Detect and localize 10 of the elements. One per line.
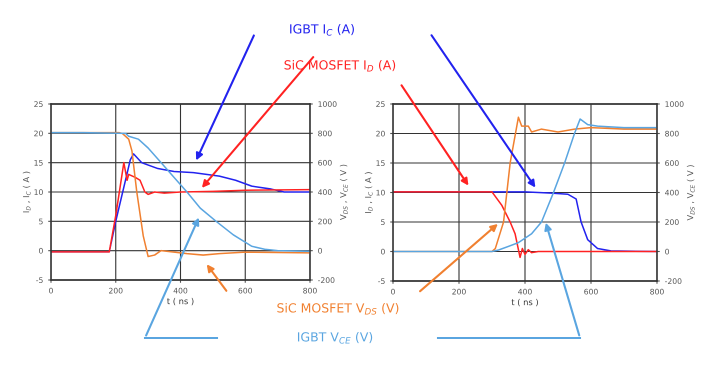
text: SiC MOSFET I$_{D}$ (A) <box>284 60 396 72</box>
y2-axis-title: V$_{DS}$ , V$_{CE}$ ( V ) <box>340 164 348 220</box>
text: IGBT V$_{CE}$ (V) <box>298 332 372 344</box>
x-axis-title: t ( ns ) <box>512 298 538 306</box>
x-axis-title: t ( ns ) <box>167 298 194 306</box>
y-axis-title: I$_{D}$ , I$_{C}$ ( A ) <box>364 172 373 213</box>
y2-axis-title: V$_{DS}$ , V$_{CE}$ ( V ) <box>686 165 695 220</box>
y-axis-title: I$_{D}$ , I$_{C}$ ( A ) <box>22 172 31 212</box>
text: IGBT I$_{C}$ (A) <box>290 24 354 36</box>
text: SiC MOSFET V$_{DS}$ (V) <box>277 302 398 315</box>
